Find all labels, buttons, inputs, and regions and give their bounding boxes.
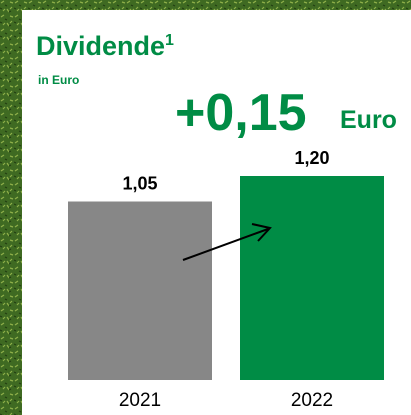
page: {"chart_data": {"type": "bar", "title": … [0,0,411,415]
x-tick-label: 2021 [119,390,161,411]
value-label: 1,05 [122,174,157,194]
title-text: Dividende [36,31,165,61]
annotation: +0,15 [175,84,307,142]
bar [68,202,212,381]
annotation-unit: Euro [340,106,397,134]
x-tick-label: 2022 [291,390,333,411]
chart: Dividende1 in Euro +0,15 Euro 1,05 2021 1,… [0,0,411,415]
chart-title: Dividende1 [36,31,174,61]
subtitle: in Euro [38,73,79,87]
value-label: 1,20 [294,148,329,168]
title-footnote: 1 [165,32,174,49]
bar [240,176,384,380]
